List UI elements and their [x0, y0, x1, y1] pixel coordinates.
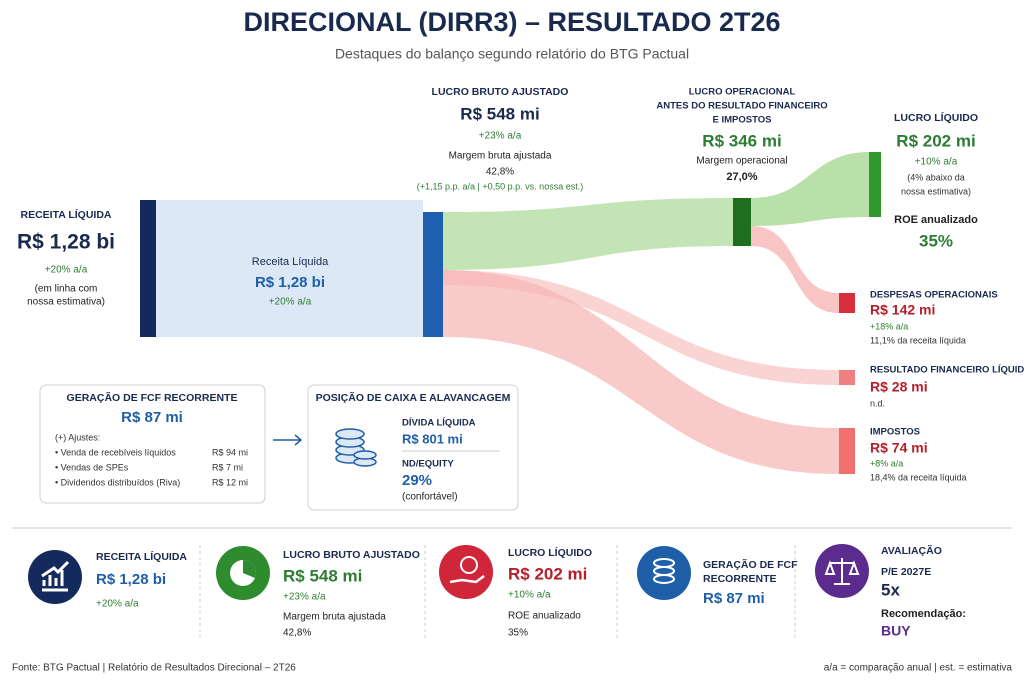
label: IMPOSTOS	[870, 427, 920, 438]
ratio-label: ND/EQUITY	[402, 459, 454, 470]
note: 18,4% da receita líquida	[870, 472, 967, 482]
note-lines: nossa estimativa)	[27, 297, 105, 308]
value: R$ 1,28 bi	[17, 231, 115, 254]
node-gross-profit	[423, 212, 443, 337]
margin: 42,8%	[486, 167, 514, 178]
debt: R$ 801 mi	[402, 431, 463, 446]
title: POSIÇÃO DE CAIXA E ALAVANCAGEM	[316, 391, 511, 404]
label-lines: E IMPOSTOS	[713, 115, 772, 126]
label: • Vendas de SPEs	[55, 462, 129, 472]
title: LUCRO BRUTO AJUSTADO	[283, 549, 420, 561]
value: R$ 1,28 bi	[96, 571, 166, 588]
value: R$ 346 mi	[702, 131, 781, 150]
node-revenue	[140, 200, 156, 337]
flow-revenue	[156, 200, 423, 337]
arrow	[273, 434, 303, 446]
subtitle: Destaques do balanço segundo relatório d…	[335, 46, 689, 62]
margin: 27,0%	[726, 171, 757, 183]
label-lines: LUCRO OPERACIONAL	[689, 87, 796, 98]
node-net-income	[869, 152, 881, 217]
ratio: 29%	[402, 472, 432, 489]
value: 5x	[881, 580, 900, 599]
details: Recomendação:	[881, 608, 966, 620]
value: R$ 548 mi	[460, 104, 539, 123]
label: LUCRO LÍQUIDO	[894, 111, 978, 124]
flow-to-taxes	[443, 270, 839, 474]
note-lines: (4% abaixo da	[907, 172, 965, 182]
kpi-icons	[28, 544, 869, 604]
legend: a/a = comparação anual | est. = estimati…	[824, 663, 1013, 674]
label: Receita Líquida	[252, 256, 329, 268]
node-taxes	[839, 428, 855, 474]
title: LUCRO LÍQUIDO	[508, 546, 592, 559]
roe-label: ROE anualizado	[894, 214, 978, 226]
details: +23% a/a	[283, 592, 326, 603]
node-opex	[839, 293, 855, 313]
cash-box	[307, 384, 519, 511]
value: R$ 94 mi	[212, 447, 248, 457]
label: RECEITA LÍQUIDA	[21, 208, 112, 221]
title: RECEITA LÍQUIDA	[96, 550, 187, 563]
node-financial	[839, 370, 855, 385]
change: +20% a/a	[45, 265, 88, 276]
title: DIRECIONAL (DIRR3) – RESULTADO 2T26	[243, 7, 780, 37]
note-lines: nossa estimativa)	[901, 186, 971, 196]
roe: 35%	[919, 231, 953, 250]
change: +18% a/a	[870, 321, 908, 331]
value: R$ 202 mi	[508, 564, 587, 583]
margin-label: Margem operacional	[696, 156, 787, 167]
details: ROE anualizado	[508, 611, 581, 622]
title-lines: RECORRENTE	[703, 573, 777, 585]
value: R$ 28 mi	[870, 379, 928, 395]
label: RESULTADO FINANCEIRO LÍQUIDO	[870, 365, 1024, 376]
change: +8% a/a	[870, 458, 903, 468]
value: R$ 87 mi	[121, 409, 183, 426]
value: R$ 142 mi	[870, 302, 935, 318]
value: R$ 548 mi	[283, 566, 362, 585]
flow-to-opex	[751, 226, 839, 313]
coins-icon	[335, 428, 377, 467]
node-operating-profit	[733, 198, 751, 246]
label: • Dividendos distribuídos (Riva)	[55, 477, 180, 487]
value: R$ 12 mi	[212, 477, 248, 487]
ratio-note: (confortável)	[402, 492, 458, 503]
title: GERAÇÃO DE FCF RECORRENTE	[67, 391, 238, 404]
change: +23% a/a	[479, 131, 522, 142]
title-lines: GERAÇÃO DE FCF	[703, 558, 798, 571]
margin-label: Margem bruta ajustada	[449, 151, 552, 162]
details: Margem bruta ajustada	[283, 612, 386, 623]
label: P/E 2027E	[881, 566, 931, 578]
flow-to-financial	[443, 270, 839, 385]
value: R$ 74 mi	[870, 440, 928, 456]
source: Fonte: BTG Pactual | Relatório de Result…	[12, 663, 296, 674]
title: AVALIAÇÃO	[881, 544, 942, 557]
note: 11,1% da receita líquida	[870, 335, 966, 345]
fcf-box	[39, 384, 266, 504]
flow-gross-to-operating	[443, 198, 733, 270]
label-lines: ANTES DO RESULTADO FINANCEIRO	[656, 101, 827, 112]
details: +20% a/a	[96, 599, 139, 610]
margin-note: (+1,15 p.p. a/a | +0,50 p.p. vs. nossa e…	[417, 181, 583, 191]
sankey	[140, 152, 881, 474]
value: R$ 87 mi	[703, 590, 765, 607]
value: R$ 7 mi	[212, 462, 243, 472]
kpi-separators	[199, 545, 796, 640]
debt-label: DÍVIDA LÍQUIDA	[402, 418, 476, 429]
label: LUCRO BRUTO AJUSTADO	[432, 86, 569, 98]
change: +10% a/a	[915, 157, 958, 168]
change: +20% a/a	[269, 297, 312, 308]
value: R$ 202 mi	[896, 131, 975, 150]
details: BUY	[881, 623, 911, 639]
flow-to-net-income	[751, 152, 869, 226]
details: 35%	[508, 628, 528, 639]
value: R$ 1,28 bi	[255, 274, 325, 291]
adjustments-label: (+) Ajustes:	[55, 432, 100, 442]
note: n.d.	[870, 398, 885, 408]
details: +10% a/a	[508, 590, 551, 601]
note-lines: (em linha com	[35, 284, 98, 295]
details: 42,8%	[283, 628, 311, 639]
label: DESPESAS OPERACIONAIS	[870, 290, 998, 301]
label: • Venda de recebíveis líquidos	[55, 447, 176, 457]
